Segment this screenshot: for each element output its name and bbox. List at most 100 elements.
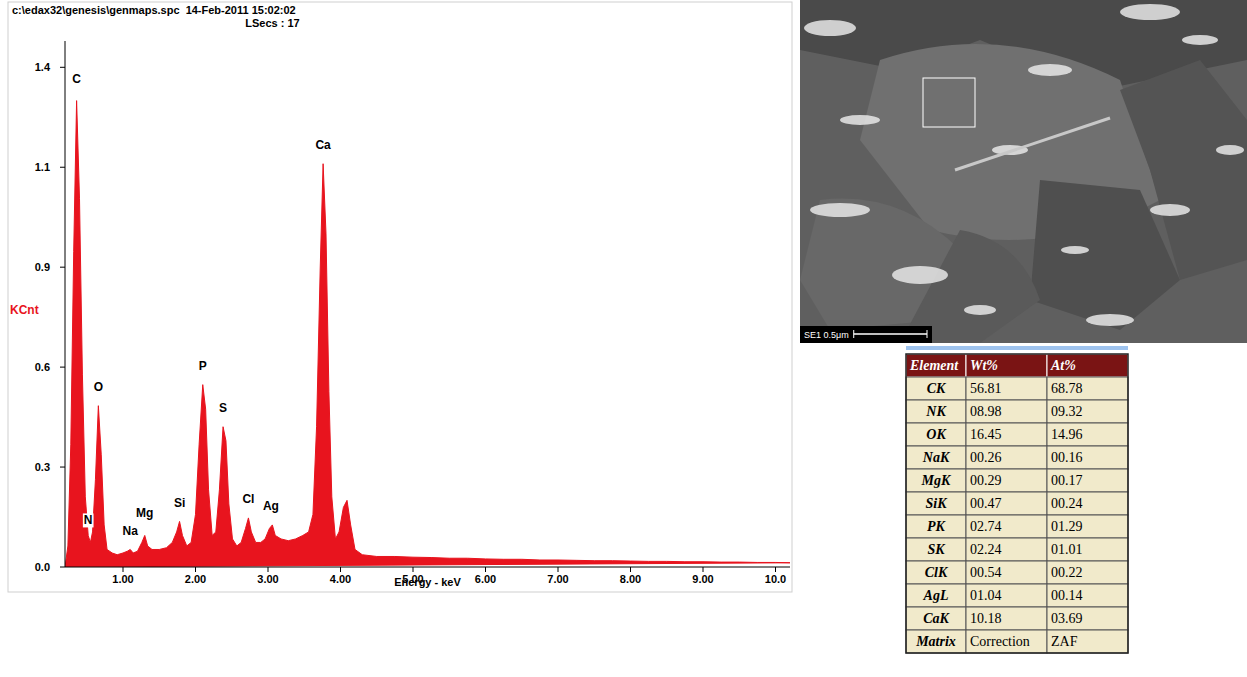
y-tick-label: 0.6 (35, 361, 50, 373)
table-cell (1047, 630, 1128, 653)
x-tick (340, 567, 341, 572)
table-cell (966, 538, 1047, 561)
y-tick (60, 267, 65, 268)
x-tick (703, 567, 704, 572)
table-cell (966, 400, 1047, 423)
sem-bright-particle (1150, 204, 1190, 216)
x-tick-label: 1.00 (112, 573, 133, 585)
table-cell (1047, 561, 1128, 584)
peak-label: C (72, 72, 81, 86)
label-patch (135, 506, 154, 520)
sem-selection-box (923, 78, 975, 127)
y-tick-label: 1.4 (35, 61, 51, 73)
element-name: NaK (922, 450, 951, 465)
scale-bar-end (853, 330, 854, 338)
scale-bar (854, 333, 927, 335)
x-tick (630, 567, 631, 572)
peak-label: P (199, 359, 207, 373)
x-tick-label: 7.00 (547, 573, 568, 585)
table-value: 01.04 (970, 588, 1002, 603)
x-tick (775, 567, 776, 572)
scale-bar-strip (800, 326, 932, 343)
table-border (906, 354, 1128, 653)
table-value: 02.74 (970, 519, 1002, 534)
element-name: SiK (925, 496, 948, 511)
table-value: 68.78 (1051, 381, 1083, 396)
table-cell (906, 423, 966, 446)
table-value: 02.24 (970, 542, 1002, 557)
table-cell (966, 630, 1047, 653)
element-name: Matrix (915, 634, 956, 649)
y-tick (60, 567, 65, 568)
label-patch (83, 513, 94, 527)
sem-image: SE1 0.5μm (800, 0, 1247, 343)
peak-label: Na (123, 524, 139, 538)
spectrum-area (65, 101, 790, 567)
peak-label: Ag (263, 499, 279, 513)
table-cell (906, 630, 966, 653)
element-name: PK (927, 519, 947, 534)
x-tick (485, 567, 486, 572)
table-cell (1047, 423, 1128, 446)
label-patch (262, 499, 280, 513)
label-patch (122, 524, 140, 538)
table-value: 16.45 (970, 427, 1002, 442)
table-cell (966, 607, 1047, 630)
table-value: 56.81 (970, 381, 1002, 396)
table-cell (966, 423, 1047, 446)
element-name: CaK (923, 611, 950, 626)
table-value: 01.01 (1051, 542, 1083, 557)
table-value: 00.14 (1051, 588, 1083, 603)
table-value: 00.47 (970, 496, 1002, 511)
scale-bar-label: SE1 0.5μm (804, 330, 849, 340)
x-tick-label: 3.00 (257, 573, 278, 585)
table-value: ZAF (1051, 634, 1078, 649)
table-cell (906, 400, 966, 423)
element-name: OK (926, 427, 947, 442)
table-value: 00.54 (970, 565, 1002, 580)
element-name: ClK (925, 565, 949, 580)
table-cell (1047, 400, 1128, 423)
table-cell (966, 515, 1047, 538)
table-cell (966, 584, 1047, 607)
peak-label: Ca (315, 138, 331, 152)
table-cell (906, 515, 966, 538)
header-text: Wt% (970, 358, 998, 373)
sem-bright-particle (1216, 145, 1244, 155)
peak-label: O (94, 380, 103, 394)
chart-frame (8, 2, 792, 592)
label-patch (93, 380, 104, 394)
table-value: 14.96 (1051, 427, 1083, 442)
sem-bright-particle (1120, 4, 1180, 20)
scale-bar-end (927, 330, 928, 338)
x-tick-label: 4.00 (330, 573, 351, 585)
table-cell (1047, 492, 1128, 515)
y-axis-title: KCnt (10, 303, 39, 317)
table-value: 00.17 (1051, 473, 1083, 488)
table-cell (966, 469, 1047, 492)
peak-label: Si (174, 496, 185, 510)
sem-bright-particle (1028, 64, 1072, 76)
table-cell (1047, 607, 1128, 630)
y-tick (60, 367, 65, 368)
sem-bright-particle (810, 203, 870, 217)
x-tick (268, 567, 269, 572)
sem-bright-particle (1061, 246, 1089, 254)
sem-bright-particle (840, 115, 880, 125)
sem-bright-particle (964, 305, 996, 315)
sem-bright-particle (1182, 35, 1218, 45)
y-tick-label: 0.0 (35, 561, 50, 573)
table-cell (1047, 446, 1128, 469)
x-tick-label: 6.00 (475, 573, 496, 585)
x-tick (123, 567, 124, 572)
table-top-bar (906, 346, 1128, 350)
x-tick (195, 567, 196, 572)
x-tick (558, 567, 559, 572)
sem-texture (1030, 180, 1180, 330)
table-cell (906, 584, 966, 607)
y-tick (60, 467, 65, 468)
table-cell (966, 377, 1047, 400)
header-text: Element (909, 358, 959, 373)
peak-label: N (84, 513, 93, 527)
x-tick-label: 2.00 (185, 573, 206, 585)
